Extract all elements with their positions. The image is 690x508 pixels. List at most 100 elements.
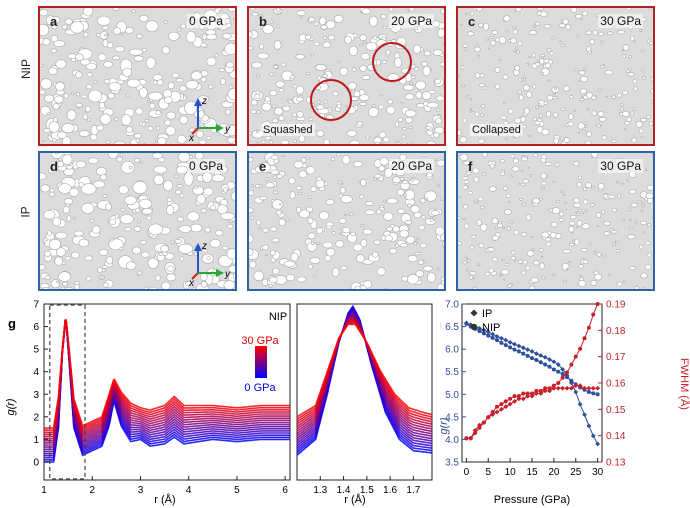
panel-note: Collapsed	[470, 124, 523, 136]
pressure-label: 30 GPa	[598, 159, 643, 173]
h-point-nip	[530, 356, 534, 361]
h-point-ip	[590, 433, 596, 439]
g-series-line	[44, 320, 290, 442]
g-xlabel: r (Å)	[154, 493, 175, 506]
h-ytick-left-label: 3.5	[445, 458, 459, 469]
inset-plot-frame	[296, 303, 433, 481]
h-point-ip	[520, 345, 526, 351]
h-series-line-ip-left	[466, 322, 599, 445]
h-point-nip	[569, 362, 574, 367]
h-point-nip	[486, 333, 491, 338]
h-point-ip	[520, 396, 526, 402]
h-point-nip	[538, 388, 543, 393]
h-point-ip	[582, 385, 587, 391]
h-point-ip	[551, 359, 557, 365]
chart-h: h g(r) FWHM (Å) Pressure (GPa) 0 5 10 15 20 2…	[440, 300, 690, 507]
h-point-nip	[516, 349, 521, 354]
h-ylabel-left: g(r)	[440, 417, 450, 434]
h-point-nip	[538, 360, 543, 365]
pore-texture	[249, 8, 444, 144]
h-ytick-left-label: 6.5	[445, 322, 459, 333]
h-point-nip	[486, 415, 491, 420]
g-series-line	[44, 320, 290, 453]
h-xtick-label: 30	[592, 467, 604, 478]
h-point-nip	[490, 335, 495, 340]
svg-text:z: z	[201, 241, 207, 252]
structure-panel-f: f 30 GPa	[456, 151, 655, 291]
h-point-nip	[591, 391, 596, 396]
g-ytick-label: 6	[33, 322, 39, 333]
h-xtick-label: 0	[464, 467, 470, 478]
structure-panel-c: c 30 GPa Collapsed	[456, 6, 655, 146]
highlight-circle	[372, 42, 412, 82]
h-point-ip	[542, 388, 548, 394]
pore-texture	[458, 8, 653, 144]
h-point-nip	[565, 375, 569, 380]
h-point-nip	[464, 436, 469, 441]
h-ytick-right-label: 0.13	[606, 458, 626, 469]
h-point-nip	[503, 343, 508, 348]
h-point-ip	[586, 385, 592, 391]
h-point-nip	[543, 362, 548, 367]
h-point-nip	[508, 345, 513, 350]
inset-xlabel: r (Å)	[344, 493, 365, 506]
h-point-ip	[494, 409, 500, 415]
h-point-nip	[477, 425, 482, 430]
h-xtick-label: 25	[570, 467, 582, 478]
pore-texture	[458, 153, 653, 289]
h-point-nip	[573, 354, 578, 359]
h-xlabel: Pressure (GPa)	[494, 494, 570, 506]
h-point-ip	[577, 401, 583, 407]
h-point-ip	[533, 391, 539, 396]
pore-texture	[249, 153, 444, 289]
h-point-ip	[516, 396, 522, 402]
inset-xtick-label: 1.4	[337, 485, 351, 496]
h-point-nip	[565, 370, 569, 375]
h-point-ip	[529, 349, 535, 354]
row-label-nip: NIP	[19, 58, 34, 80]
h-point-nip	[481, 420, 486, 425]
h-point-ip	[503, 404, 509, 410]
structure-panel-e: e 20 GPa	[247, 151, 446, 291]
h-point-nip	[534, 388, 539, 393]
h-ylabel-right: FWHM (Å)	[678, 358, 690, 410]
g-xtick-label: 5	[234, 485, 240, 496]
h-ytick-left-label: 7.0	[445, 300, 459, 311]
h-point-ip	[542, 354, 548, 360]
g-xtick-label: 6	[282, 485, 288, 496]
inset-series-line	[296, 323, 433, 418]
legend-label-nip: NIP	[482, 322, 500, 334]
g-ytick-label: 0	[33, 457, 39, 468]
h-point-nip	[468, 436, 473, 441]
h-point-nip	[547, 386, 552, 391]
panel-label: f	[468, 159, 473, 174]
legend-marker-ip	[470, 309, 478, 317]
h-point-ip	[582, 412, 587, 417]
h-xtick-label: 5	[485, 467, 491, 478]
g-ytick-label: 3	[33, 390, 39, 401]
legend-label-ip: IP	[482, 308, 492, 320]
pressure-label: 0 GPa	[186, 14, 225, 28]
h-point-ip	[498, 406, 504, 412]
h-point-nip	[556, 369, 561, 374]
inset-series-line	[296, 314, 433, 437]
g-colorbar-top: 30 GPa	[241, 335, 279, 347]
h-ytick-right-label: 0.17	[606, 352, 626, 363]
h-point-nip	[481, 331, 486, 336]
g-ytick-label: 4	[33, 367, 39, 378]
g-colorbar	[255, 346, 267, 378]
panel-note: Squashed	[261, 124, 315, 136]
axes-triad-icon: z y x	[188, 241, 231, 287]
h-point-ip	[560, 367, 566, 372]
h-ytick-right-label: 0.19	[606, 300, 626, 311]
highlight-circle	[310, 79, 352, 121]
g-annotation: NIP	[269, 311, 287, 323]
h-point-nip	[473, 431, 478, 436]
h-point-ip	[555, 385, 561, 391]
g-series-line	[44, 319, 290, 436]
g-colorbar-bottom: 0 GPa	[244, 382, 276, 394]
h-ytick-left-label: 4.0	[445, 435, 459, 446]
h-point-nip	[516, 394, 521, 399]
g-series-line	[44, 319, 290, 434]
h-point-nip	[499, 402, 504, 407]
